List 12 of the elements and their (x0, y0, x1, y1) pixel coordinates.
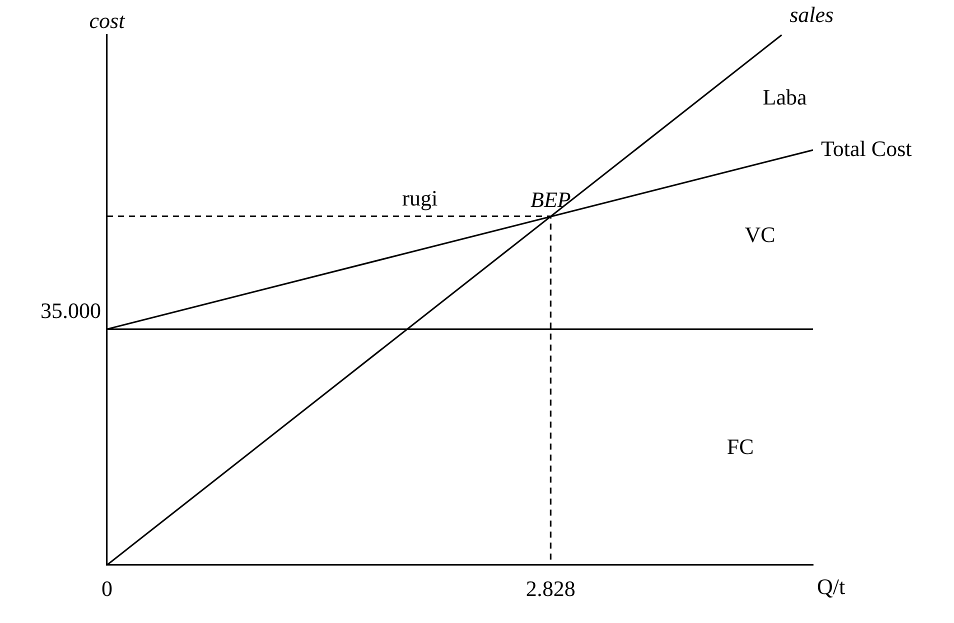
series-label: Total Cost (821, 136, 912, 161)
x-tick-label: 2.828 (526, 576, 576, 601)
annotation: rugi (402, 185, 438, 210)
series-label: sales (790, 2, 834, 27)
annotation: BEP (530, 187, 571, 212)
x-axis-title: Q/t (817, 574, 846, 599)
y-axis-title: cost (89, 8, 126, 33)
annotation: FC (726, 434, 754, 460)
annotation: 35.000 (40, 298, 101, 323)
annotation: VC (744, 222, 776, 248)
x-tick-label: 0 (102, 576, 112, 601)
annotation: Laba (762, 84, 807, 110)
